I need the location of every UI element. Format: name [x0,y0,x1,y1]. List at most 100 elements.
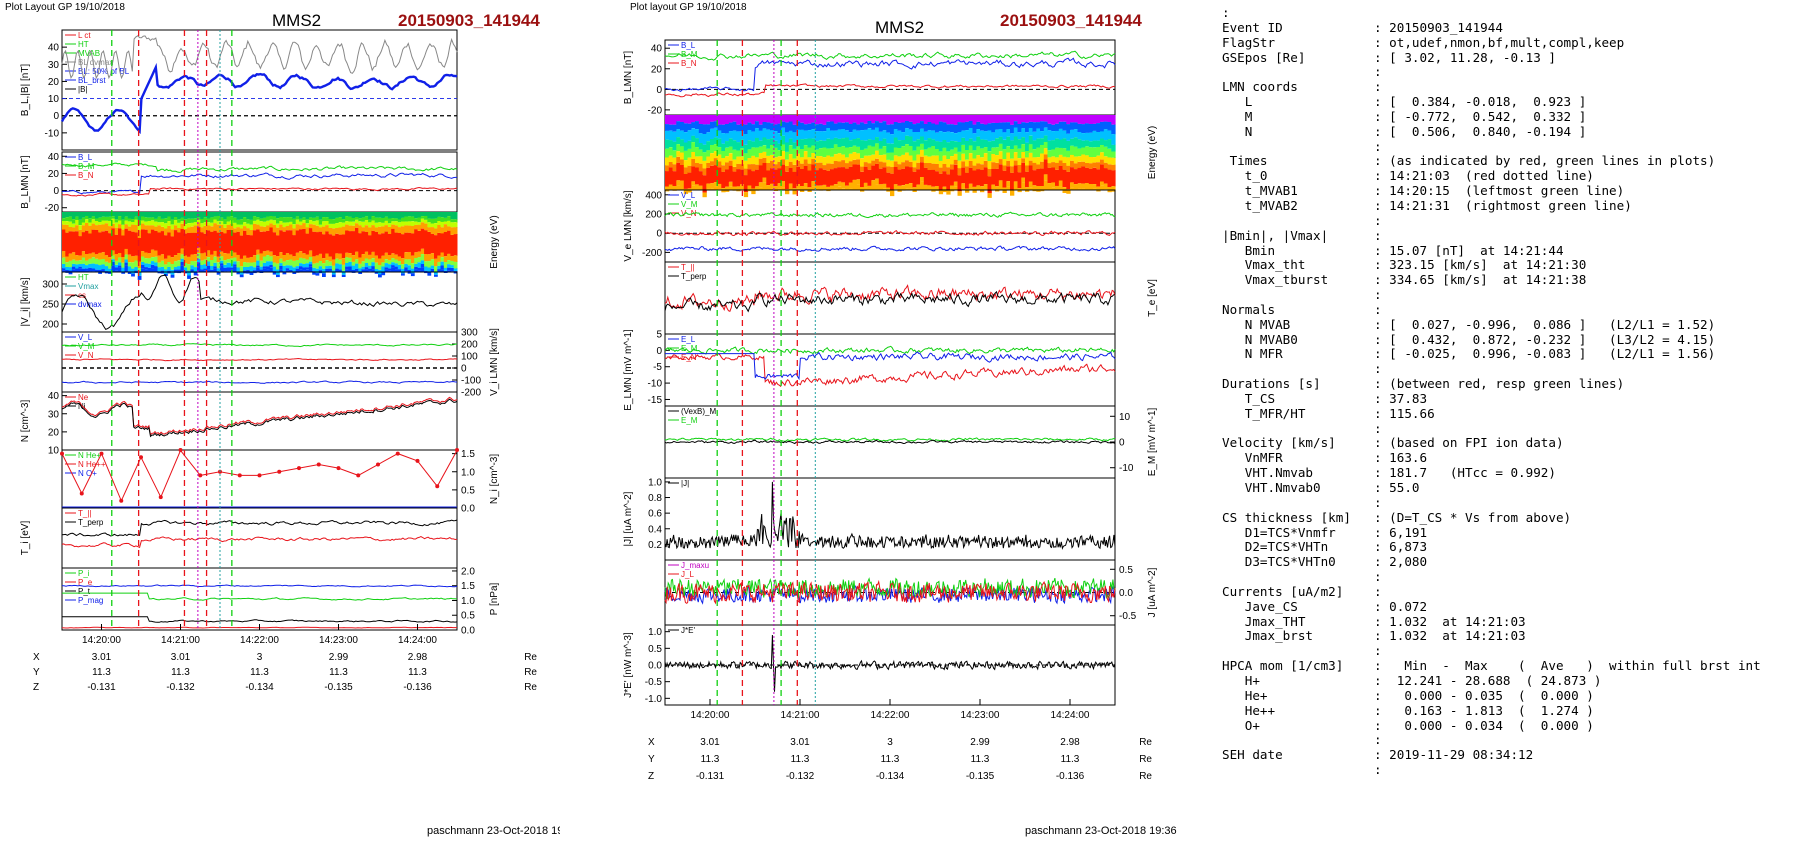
spectrogram-cell [931,146,936,156]
spectrogram-cell [867,145,872,156]
spectrogram-cell [770,168,775,184]
spectrogram-cell [867,115,872,121]
info-line: Vmax_tht: 323.15 [km/s] at 14:21:30 [1222,258,1797,273]
he2plus-point [158,495,163,500]
spectrogram-cell [190,265,195,270]
spectrogram-cell [315,268,320,274]
spectrogram-cell [216,224,221,233]
spectrogram-cell [1081,124,1086,134]
spectrogram-cell [78,260,83,264]
spectrogram-cell [777,156,782,162]
spectrogram-cell [1013,121,1019,128]
spectrogram-cell [1107,130,1112,140]
spectrogram-cell [1032,162,1037,171]
legend-entry: V_L [78,333,93,342]
spectrogram-cell [447,220,451,227]
spectrogram-cell [68,227,73,232]
spectrogram-cell [384,252,389,260]
spectrogram-cell [249,230,254,236]
spectrogram-cell [414,224,418,230]
spectrogram-cell [88,263,93,268]
spectrogram-cell [841,146,846,155]
spectrogram-cell [923,184,929,189]
spectrogram-cell [223,219,228,225]
spectrogram-cell [916,132,921,140]
spectrogram-cell [803,145,809,152]
spectrogram-cell [807,123,812,131]
ephemeris-value: 11.3 [171,667,190,678]
spectrogram-cell [912,160,917,168]
info-line: O+: 0.000 - 0.034 ( 0.000 ) [1222,719,1797,734]
y-tick-label: 20 [48,169,60,180]
spectrogram-cell [1040,186,1045,192]
spectrogram-cell [953,141,959,148]
spectrogram-cell [256,249,260,255]
info-label: t_MVAB2 [1222,198,1298,213]
spectrogram-cell [305,263,310,268]
spectrogram-cell [164,235,168,259]
spectrogram-cell [331,274,336,278]
spectrogram-cell [871,180,876,186]
spectrogram-cell [882,146,887,155]
spectrogram-cell [691,115,696,123]
info-line: N MVAB: [ 0.027, -0.996, 0.086 ] (L2/L1 … [1222,318,1797,333]
spectrogram-cell [315,220,320,226]
legend-entry: B_N [681,59,697,68]
spectrogram-cell [672,150,677,158]
spectrogram-cell [725,141,730,148]
spectrogram-cell [1096,140,1101,148]
spectrogram-cell [233,212,237,218]
spectrogram-cell [279,252,284,259]
spectrogram-cell [71,259,76,264]
spectrogram-cell [845,163,850,169]
legend-entry: J_maxu [681,561,709,570]
panel-j-dot-e: -1.0-0.50.00.51.0J*E' [nW m^-3]J*E' [623,624,1116,706]
y-axis-label: B_L,|B| [nT] [20,64,31,117]
spectrogram-cell [668,147,674,156]
spectrogram-cell [243,222,247,227]
spectrogram-cell [773,157,779,165]
legend-entry: V_L [681,191,696,200]
spectrogram-cell [961,188,966,190]
spectrogram-cell [980,115,985,124]
spectrogram-cell [908,136,914,146]
spectrogram-cell [299,263,303,267]
info-line: LMN coords: [1222,80,1797,95]
spectrogram-cell [912,171,917,188]
spectrogram-cell [1062,115,1067,122]
spectrogram-cell [1040,138,1045,145]
spectrogram-cell [695,129,700,139]
info-line: : [1222,570,1797,585]
spectrogram-cell [1043,154,1049,160]
spectrogram-cell [325,212,330,218]
y-tick-label: -10 [45,128,60,139]
spectrogram-cell [315,212,320,217]
spectrogram-cell [725,124,730,134]
spectrogram-cell [127,226,132,231]
spectrogram-cell [154,262,158,267]
spectrogram-cell [935,186,940,191]
spectrogram-cell [961,161,966,168]
spectrogram-cell [698,124,704,134]
spectrogram-cell [453,234,458,256]
spectrogram-cell [62,212,66,219]
spectrogram-cell [282,227,287,232]
spectrogram-cell [391,258,395,263]
bmag-series-line [61,35,458,80]
ephemeris-row-label: Y [648,754,655,765]
legend-entry: N He+ [78,451,101,460]
spectrogram-cell [121,257,126,263]
spectrogram-cell [725,156,730,163]
legend-entry: V_M [78,342,95,351]
y-tick-label: -5 [653,362,662,373]
spectrogram-cell [285,217,290,223]
spectrogram-cell [927,115,932,122]
spectrogram-cell [197,222,201,228]
spectrogram-cell [863,182,869,188]
spectrogram-cell [233,266,237,272]
spectrogram-cell [1017,132,1022,140]
spectrogram-cell [773,169,779,187]
spectrogram-cell [355,251,359,260]
spectrogram-cell [807,170,812,188]
